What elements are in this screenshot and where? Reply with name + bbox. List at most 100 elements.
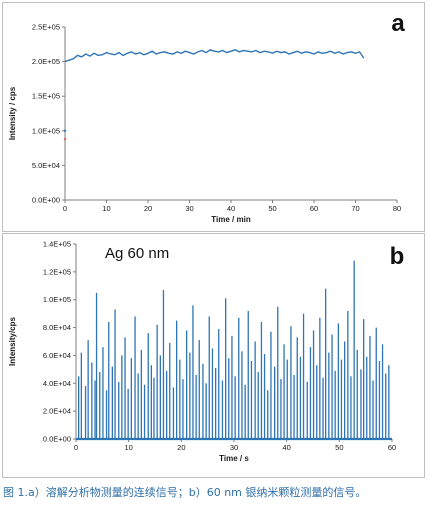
chart-b-bar xyxy=(182,379,184,439)
chart-b-bar xyxy=(350,376,352,439)
chart-b-bar xyxy=(375,327,377,439)
chart-b-x-tick-label: 10 xyxy=(124,443,132,452)
chart-b-bar xyxy=(260,322,263,439)
chart-b-x-tick-label: 60 xyxy=(388,443,396,452)
chart-b-bar xyxy=(189,352,191,439)
chart-a-x-axis-label: Time / min xyxy=(211,215,251,224)
chart-b-x-tick-label: 50 xyxy=(335,443,343,452)
chart-b-bar xyxy=(134,316,136,439)
chart-b-bar xyxy=(127,388,129,439)
chart-b-x-tick-label: 0 xyxy=(74,443,78,452)
chart-b-bar xyxy=(130,358,132,439)
chart-b-bar xyxy=(186,330,188,439)
chart-b-bar xyxy=(290,326,292,439)
chart-b-bar xyxy=(225,298,227,439)
chart-b-bar xyxy=(84,386,87,439)
chart-b-bar xyxy=(360,369,362,439)
chart-b-y-tick-label: 2.0E+04 xyxy=(43,407,71,416)
chart-b-bar xyxy=(234,376,236,439)
chart-a-panel-letter: a xyxy=(391,10,405,37)
chart-b-bar xyxy=(263,354,266,439)
chart-b-bar xyxy=(296,337,298,439)
chart-a-y-tick-label: 2.5E+05 xyxy=(32,23,60,32)
chart-b-y-tick-label: 8.0E+04 xyxy=(43,323,71,332)
chart-b-bar xyxy=(257,372,259,439)
chart-b-bar xyxy=(277,306,279,439)
chart-a-svg: 0.0E+00 5.0E+04 1.0E+05 1.5E+05 2.0E+05 2.5E+… xyxy=(8,10,405,224)
chart-b-bar xyxy=(179,359,181,439)
chart-b-bar xyxy=(325,288,327,439)
chart-a-y-tick-label: 1.0E+05 xyxy=(32,126,60,135)
chart-b-bar xyxy=(378,361,381,439)
chart-b-bar xyxy=(369,335,371,439)
chart-b-bar xyxy=(344,341,346,439)
chart-b-panel-letter: b xyxy=(390,243,405,270)
chart-b-bar xyxy=(247,310,249,439)
chart-a-x-tick-label: 10 xyxy=(102,204,110,213)
chart-a-x-tick-label: 70 xyxy=(351,204,359,213)
chart-b-y-axis-label: Intensity/cps xyxy=(8,317,17,366)
chart-b-bar xyxy=(102,347,104,439)
chart-a-x-tick-label: 40 xyxy=(227,204,235,213)
chart-b-bar xyxy=(147,333,149,439)
chart-a-y-tick-label: 2.0E+05 xyxy=(32,57,60,66)
chart-b-bar xyxy=(176,320,178,439)
chart-a-data-point xyxy=(63,137,67,141)
chart-b-bar xyxy=(114,309,116,439)
chart-b-bar xyxy=(202,363,204,439)
chart-b-bar xyxy=(286,359,288,439)
chart-b-y-tick-label: 1.2E+05 xyxy=(43,267,71,276)
chart-b-bar xyxy=(250,361,253,439)
chart-b-bar xyxy=(319,317,321,439)
chart-a-x-tick-label: 30 xyxy=(185,204,193,213)
chart-b-bar xyxy=(105,390,108,440)
chart-b-bar xyxy=(108,322,110,439)
chart-b-bar xyxy=(205,383,207,439)
chart-b-bar xyxy=(121,355,123,439)
chart-a-y-axis-label: Intensity / cps xyxy=(8,86,17,140)
chart-b-bar xyxy=(208,316,210,439)
chart-b-bar xyxy=(312,330,315,439)
chart-b-bar xyxy=(328,352,330,439)
chart-b-bar xyxy=(231,335,233,439)
chart-b-bar xyxy=(334,370,336,440)
chart-b-bar xyxy=(91,362,93,439)
chart-b-bar xyxy=(80,352,82,439)
chart-b-bar xyxy=(198,340,200,439)
chart-a-data-point xyxy=(63,129,67,132)
chart-b-bar xyxy=(195,374,197,439)
chart-b-bar xyxy=(94,380,96,439)
chart-a-x-tick-label: 80 xyxy=(393,204,401,213)
chart-b-bar xyxy=(331,334,333,439)
chart-b-bar xyxy=(322,377,324,439)
chart-a-x-tick-label: 20 xyxy=(144,204,152,213)
chart-b-bar xyxy=(347,310,349,439)
chart-b-bar xyxy=(166,370,168,440)
chart-b-bar xyxy=(218,329,220,439)
chart-b-bar xyxy=(95,292,98,440)
chart-b-y-tick-label: 4.0E+04 xyxy=(43,379,71,388)
chart-b-bar xyxy=(363,319,365,439)
chart-b-bar xyxy=(388,365,390,439)
chart-a-x-tick-label: 60 xyxy=(310,204,318,213)
chart-a-x-tick-label: 0 xyxy=(63,204,67,213)
chart-b-bar xyxy=(381,344,384,439)
chart-b-bar xyxy=(140,349,142,439)
chart-panel-b: 0.0E+00 2.0E+04 4.0E+04 6.0E+04 8.0E+04 1.0E+… xyxy=(2,233,425,478)
chart-b-y-tick-label: 6.0E+04 xyxy=(43,351,71,360)
chart-b-bar xyxy=(137,373,139,439)
chart-b-svg: 0.0E+00 2.0E+04 4.0E+04 6.0E+04 8.0E+04 1.0E+… xyxy=(8,240,405,464)
chart-b-bar xyxy=(267,390,269,440)
chart-b-bar xyxy=(241,351,243,440)
chart-a-y-tick-label: 1.5E+05 xyxy=(32,92,60,101)
chart-b-bar xyxy=(306,381,308,439)
chart-b-bar xyxy=(78,376,80,439)
chart-b-x-axis-label: Time / s xyxy=(219,454,249,463)
chart-a-y-tick-label: 0.0E+00 xyxy=(32,196,60,205)
chart-b-annotation: Ag 60 nm xyxy=(105,245,169,262)
chart-b-bar xyxy=(244,384,246,439)
chart-b-bar xyxy=(274,366,276,439)
chart-b-bar xyxy=(340,359,343,439)
chart-b-bar xyxy=(228,358,230,439)
chart-a-series-line xyxy=(64,49,365,63)
